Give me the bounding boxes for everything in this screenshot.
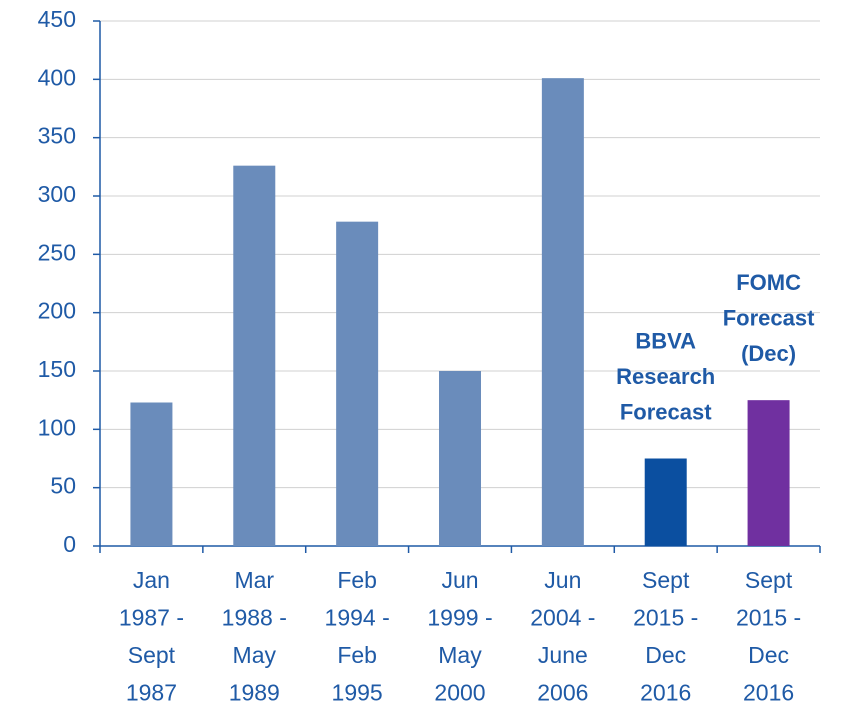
x-tick-label: June — [538, 642, 588, 668]
annotation: Forecast — [620, 399, 712, 424]
x-tick-label: Jun — [441, 567, 478, 593]
x-tick-label: Feb — [337, 567, 377, 593]
x-tick-label: 1988 - — [222, 605, 287, 631]
x-tick-label: 2015 - — [633, 605, 698, 631]
x-tick-label: Sept — [745, 567, 793, 593]
x-tick-label: 1987 — [126, 680, 177, 706]
bar — [541, 78, 584, 547]
x-tick-label: 1987 - — [119, 605, 184, 631]
bar — [233, 165, 276, 546]
bar — [644, 458, 687, 546]
x-tick-label: May — [233, 642, 277, 668]
y-tick-label: 400 — [38, 64, 76, 90]
bar — [747, 400, 790, 546]
y-tick-label: 450 — [38, 6, 76, 32]
annotation: BBVA — [635, 328, 696, 353]
y-tick-label: 50 — [50, 473, 76, 499]
bar — [130, 402, 173, 546]
x-tick-label: 1989 — [229, 680, 280, 706]
y-tick-label: 350 — [38, 123, 76, 149]
annotation: Research — [616, 364, 715, 389]
bar — [336, 221, 379, 546]
x-tick-label: Jan — [133, 567, 170, 593]
x-tick-label: Jun — [544, 567, 581, 593]
x-tick-label: 2000 — [434, 680, 485, 706]
bar — [439, 371, 481, 546]
x-tick-label: Dec — [748, 642, 789, 668]
annotation: Forecast — [723, 305, 815, 330]
y-tick-label: 100 — [38, 414, 76, 440]
annotation: (Dec) — [741, 341, 796, 366]
y-tick-label: 200 — [38, 298, 76, 324]
x-tick-label: Sept — [642, 567, 690, 593]
x-tick-label: 2016 — [743, 680, 794, 706]
x-tick-label: Dec — [645, 642, 686, 668]
y-tick-label: 0 — [63, 531, 76, 557]
x-tick-label: Feb — [337, 642, 377, 668]
x-tick-label: Mar — [234, 567, 274, 593]
x-tick-label: 2016 — [640, 680, 691, 706]
x-tick-label: 2006 — [537, 680, 588, 706]
x-tick-label: 2004 - — [530, 605, 595, 631]
annotation: FOMC — [736, 270, 801, 295]
y-tick-label: 250 — [38, 239, 76, 265]
x-tick-label: 1994 - — [325, 605, 390, 631]
x-tick-label: May — [438, 642, 482, 668]
y-tick-label: 300 — [38, 181, 76, 207]
x-tick-label: 1999 - — [427, 605, 492, 631]
x-tick-label: 2015 - — [736, 605, 801, 631]
y-tick-label: 150 — [38, 356, 76, 382]
x-tick-label: Sept — [128, 642, 176, 668]
x-tick-label: 1995 — [332, 680, 383, 706]
